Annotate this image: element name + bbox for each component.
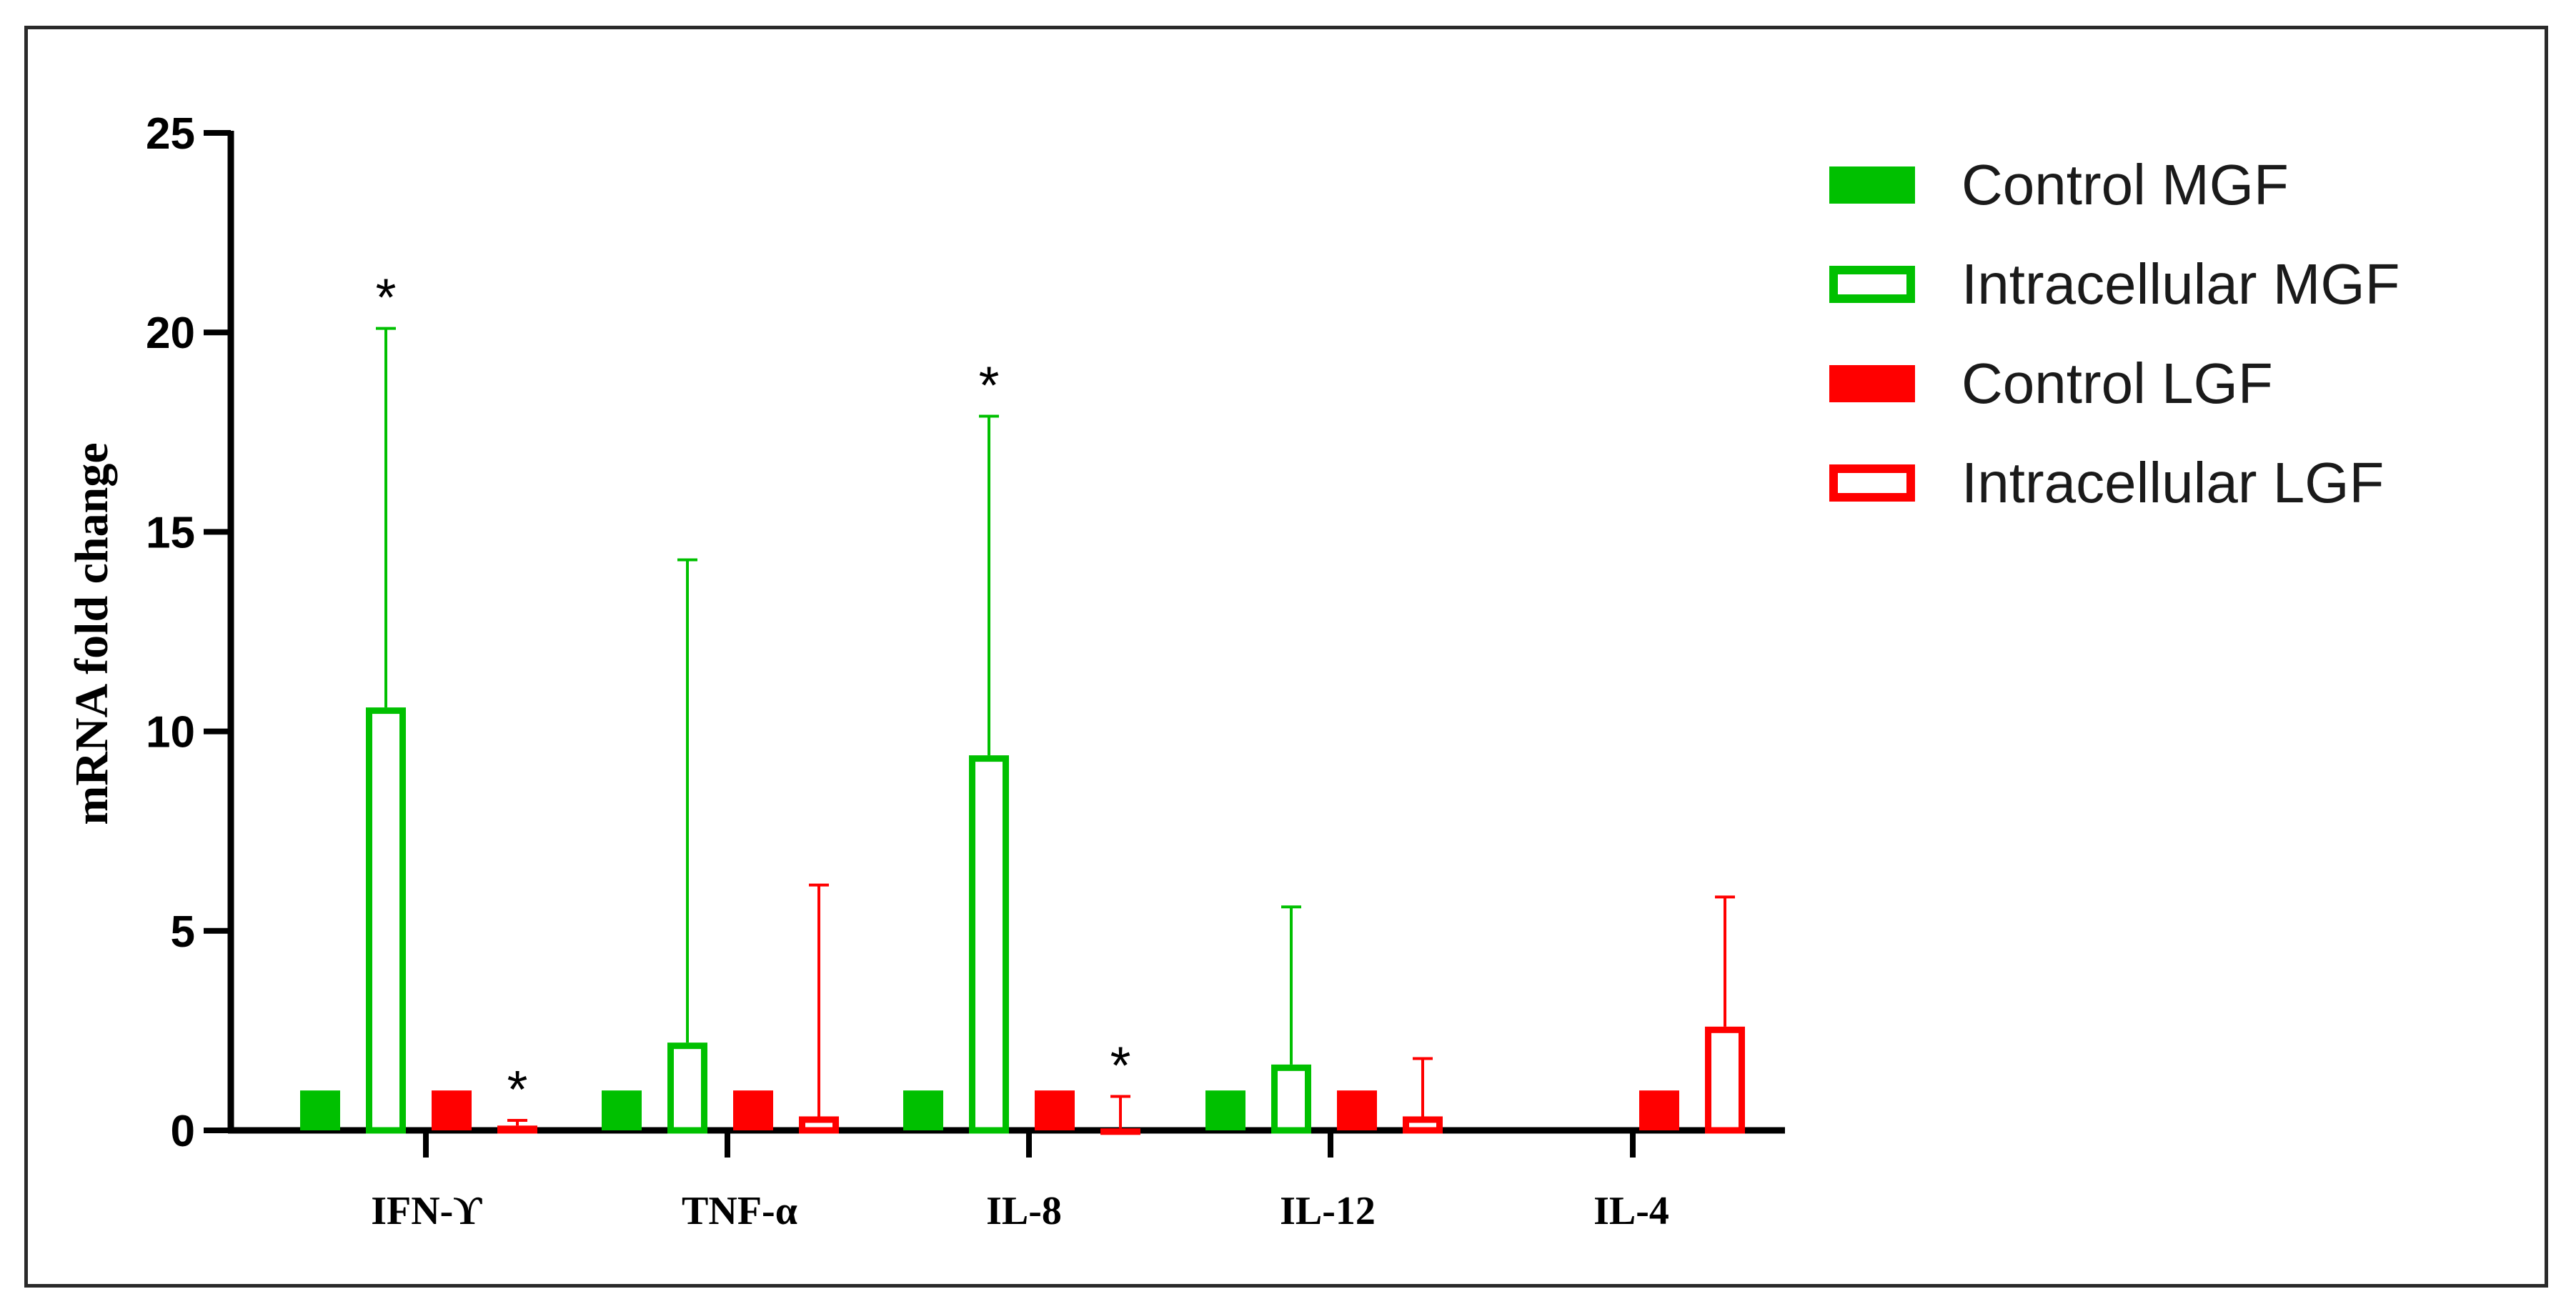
bar [667,1042,707,1134]
bar [799,1116,839,1134]
bar [300,1090,340,1130]
bar [1705,1026,1745,1134]
bar [1639,1090,1679,1130]
legend-label: Intracellular MGF [1961,252,2400,316]
bar [1337,1090,1377,1130]
bar [903,1090,943,1130]
legend-swatch [1829,166,1915,204]
legend-swatch [1829,365,1915,402]
y-tick-label: 15 [146,508,195,557]
y-tick-label: 0 [171,1107,195,1156]
bars [300,707,1745,1135]
y-tick-label: 20 [146,309,195,358]
x-category-label: TNF-α [682,1189,797,1233]
bar [602,1090,642,1130]
bar [969,755,1009,1134]
x-axis: IFN-ϒ TNF-α IL-8 IL-12 IL-4 [228,1127,1785,1233]
bar [1205,1090,1245,1130]
x-category-label: IL-8 [986,1189,1062,1233]
bar [1035,1090,1075,1130]
legend-swatch [1829,464,1915,502]
x-category-label: IL-12 [1280,1189,1376,1233]
significance-asterisk: * [376,268,397,327]
bar [497,1125,537,1134]
significance-markers: * * * * [376,268,1131,1119]
bar [1403,1116,1443,1134]
y-axis-title: mRNA fold change [66,442,118,825]
bar [366,707,406,1134]
error-bars [376,327,1735,1129]
bar [733,1090,773,1130]
legend-label: Control LGF [1961,352,2273,415]
legend: Control MGF Intracellular MGF Control LGF I… [1829,153,2400,514]
legend-label: Intracellular LGF [1961,451,2384,514]
legend-swatch [1829,266,1915,303]
x-category-label: IFN-ϒ [371,1189,482,1233]
significance-asterisk: * [979,355,1000,414]
y-tick-label: 5 [171,907,195,957]
x-category-label: IL-4 [1593,1189,1669,1233]
y-tick-label: 10 [146,708,195,757]
y-tick-label: 25 [146,109,195,159]
significance-asterisk: * [507,1060,528,1119]
y-axis: 0 5 10 15 20 25 [146,109,234,1156]
legend-label: Control MGF [1961,153,2289,216]
significance-asterisk: * [1110,1036,1131,1095]
bar [1271,1064,1311,1134]
chart-frame [24,26,2548,1288]
bar [432,1090,472,1130]
